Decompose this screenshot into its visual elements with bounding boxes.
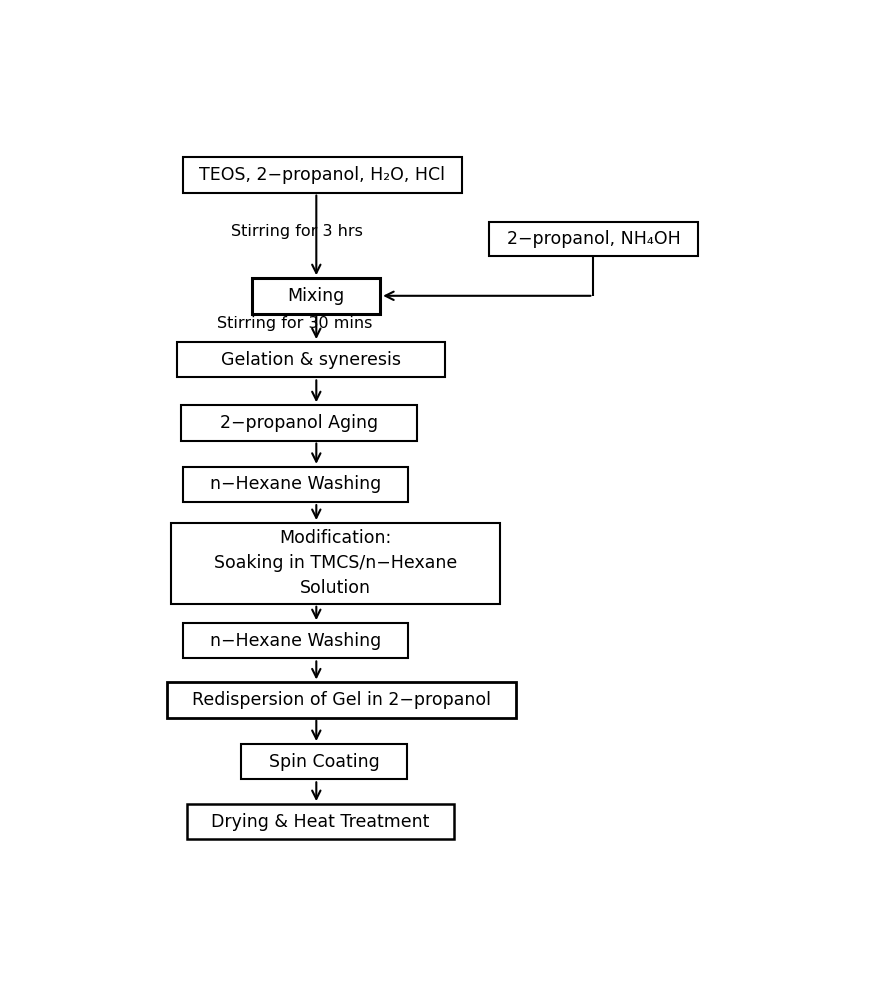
Text: Drying & Heat Treatment: Drying & Heat Treatment xyxy=(211,813,429,831)
Text: Stirring for 3 hrs: Stirring for 3 hrs xyxy=(231,224,363,239)
Bar xyxy=(171,523,501,604)
Bar xyxy=(177,342,445,378)
Bar xyxy=(181,405,418,441)
Bar xyxy=(187,804,453,840)
Text: n−Hexane Washing: n−Hexane Washing xyxy=(210,476,381,493)
Bar xyxy=(167,682,516,717)
Text: n−Hexane Washing: n−Hexane Washing xyxy=(210,631,381,649)
Text: 2−propanol, NH₄OH: 2−propanol, NH₄OH xyxy=(507,229,680,247)
Text: 2−propanol Aging: 2−propanol Aging xyxy=(221,414,378,432)
Bar xyxy=(182,157,461,192)
Text: Mixing: Mixing xyxy=(288,287,345,305)
Bar xyxy=(488,221,698,256)
Text: Redispersion of Gel in 2−propanol: Redispersion of Gel in 2−propanol xyxy=(192,691,491,709)
Text: TEOS, 2−propanol, H₂O, HCl: TEOS, 2−propanol, H₂O, HCl xyxy=(199,166,445,184)
Bar xyxy=(183,467,408,502)
Text: Spin Coating: Spin Coating xyxy=(269,753,379,771)
Text: Stirring for 30 mins: Stirring for 30 mins xyxy=(217,317,372,332)
Bar xyxy=(241,743,407,780)
Bar xyxy=(252,279,380,314)
Text: Gelation & syneresis: Gelation & syneresis xyxy=(221,351,401,369)
Bar xyxy=(183,623,408,658)
Text: Modification:
Soaking in TMCS/n−Hexane
Solution: Modification: Soaking in TMCS/n−Hexane S… xyxy=(214,529,457,597)
